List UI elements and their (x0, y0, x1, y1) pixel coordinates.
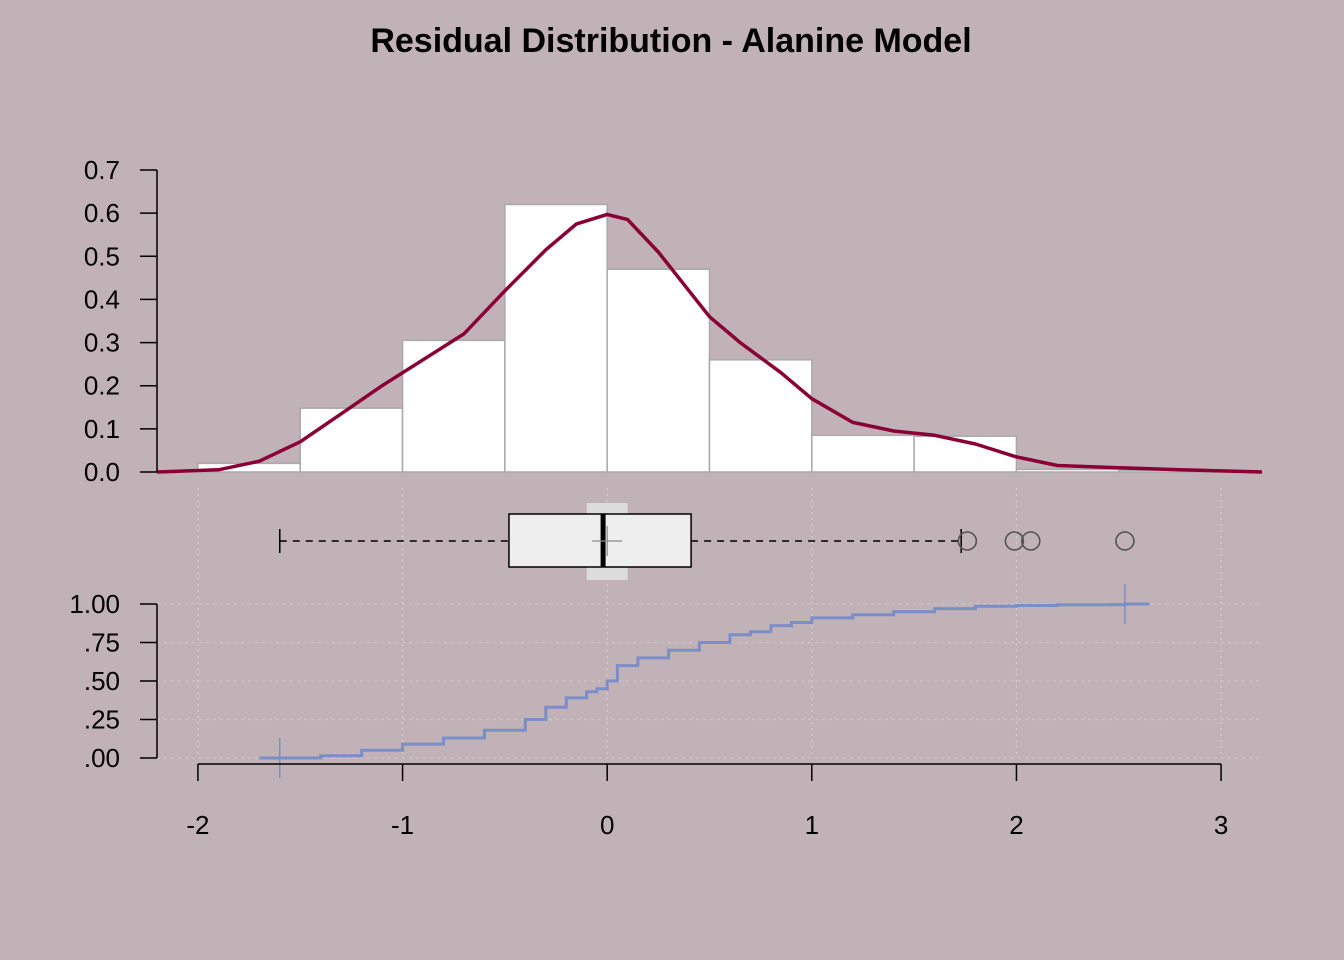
histogram-bar (708, 359, 813, 473)
x-tick-label: -2 (186, 810, 209, 840)
ecdf-panel (259, 584, 1150, 778)
ecdf-y-tick-label: .75 (84, 628, 120, 658)
histogram-bar (1015, 468, 1120, 473)
outlier-point (1115, 531, 1135, 551)
hist-y-tick-label: 0.7 (84, 155, 120, 185)
ecdf-y-tick-label: .00 (84, 743, 120, 773)
hist-y-tick-label: 0.2 (84, 371, 120, 401)
ecdf-y-tick-label: .50 (84, 666, 120, 696)
histogram-panel (156, 203, 1263, 474)
histogram-bar (811, 434, 915, 473)
hist-y-tick-label: 0.5 (84, 241, 120, 271)
x-tick-label: -1 (391, 810, 414, 840)
boxplot-panel (279, 503, 1135, 580)
ecdf-y-tick-label: .25 (84, 705, 120, 735)
histogram-bar (401, 339, 506, 473)
hist-y-tick-label: 0.3 (84, 328, 120, 358)
hist-y-tick-label: 0.1 (84, 414, 120, 444)
outlier-point (957, 531, 978, 551)
x-tick-label: 0 (600, 810, 614, 840)
histogram-bar (504, 203, 608, 473)
hist-y-tick-label: 0.0 (84, 457, 120, 487)
histogram-bar (606, 268, 711, 473)
x-tick-label: 2 (1009, 810, 1023, 840)
x-tick-label: 3 (1214, 810, 1228, 840)
ecdf-line (259, 602, 1150, 760)
ecdf-y-tick-label: 1.00 (69, 589, 120, 619)
histogram-bar (299, 407, 404, 473)
axes: 0.0 0.1 0.2 0.3 0.4 0.5 0.6 0.7 .00 .25 .50 .75 1.00… (69, 155, 1228, 840)
outlier-point (1020, 531, 1041, 551)
hist-y-tick-label: 0.4 (84, 284, 120, 314)
box-iqr (508, 513, 692, 568)
grid-layer (157, 488, 1262, 759)
hist-y-tick-label: 0.6 (84, 198, 120, 228)
density-curve (156, 212, 1263, 474)
chart-title: Residual Distribution - Alanine Model (370, 22, 971, 60)
x-tick-label: 1 (805, 810, 819, 840)
outlier-point (1004, 531, 1025, 551)
